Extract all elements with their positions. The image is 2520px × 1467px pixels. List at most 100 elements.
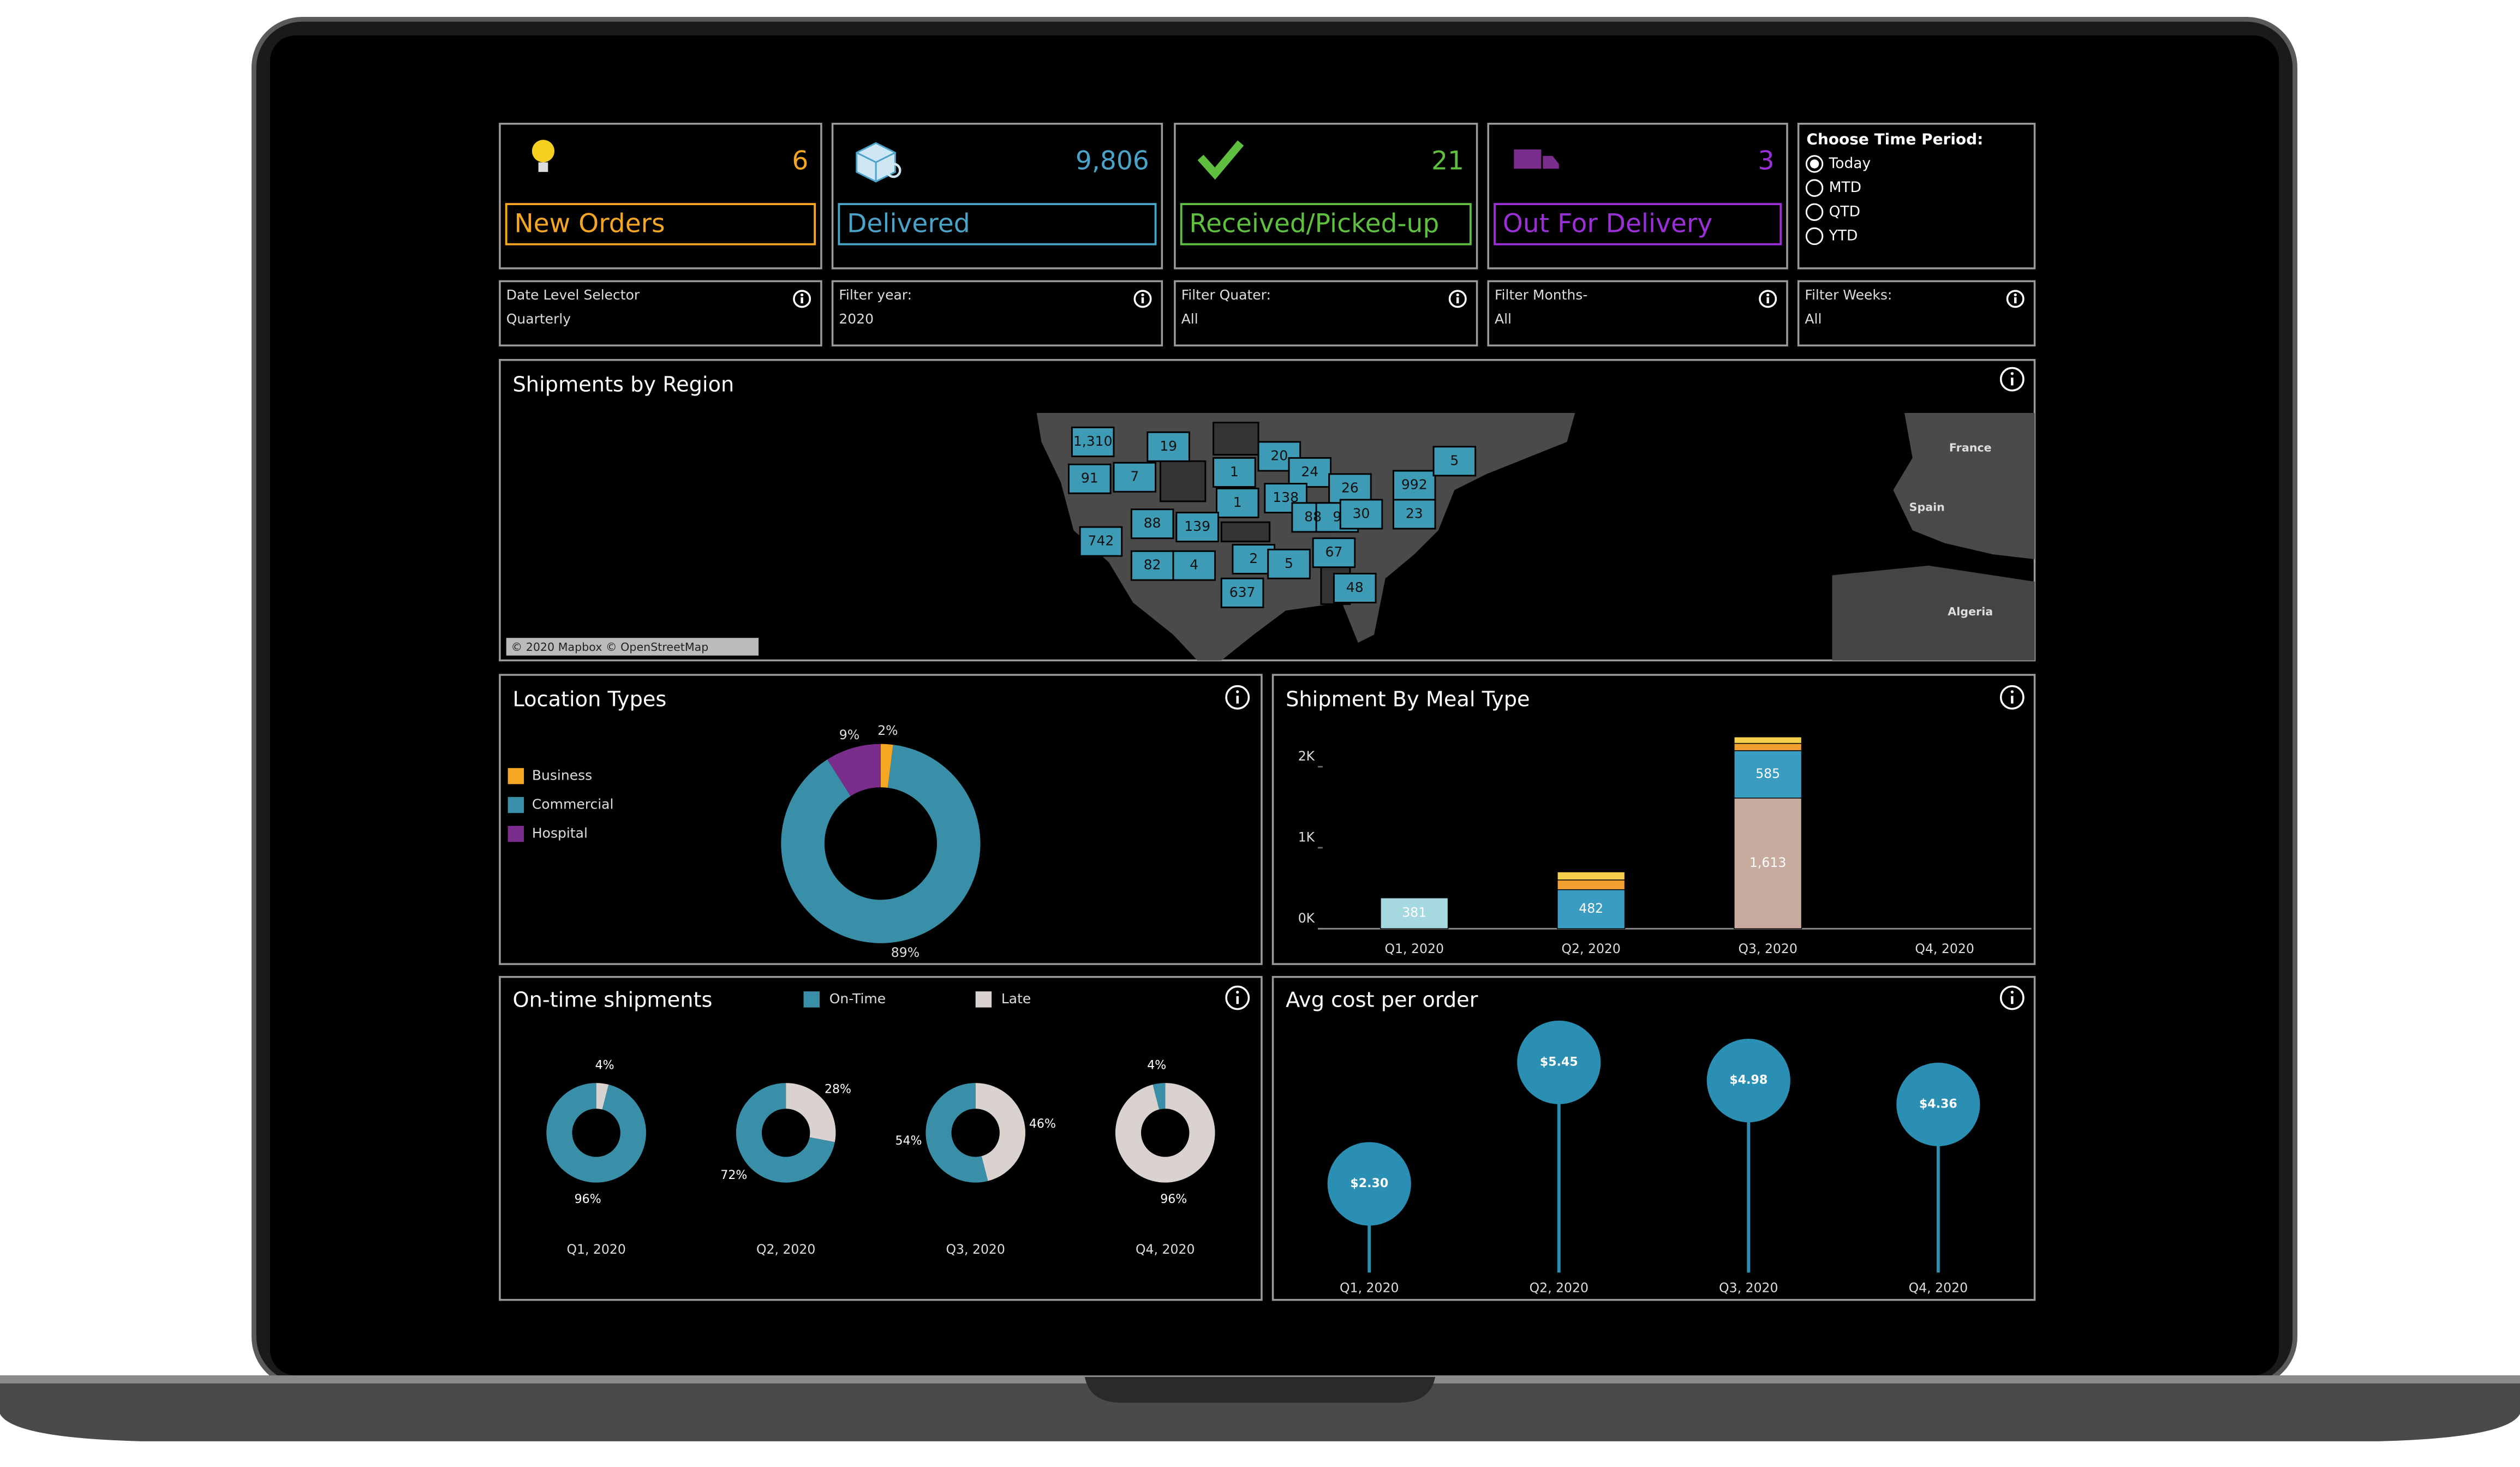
info-icon-dot xyxy=(2014,293,2017,297)
state-region xyxy=(1328,473,1372,504)
map-label: 19 xyxy=(1160,438,1177,454)
kpi-label: Received/Picked-up xyxy=(1189,208,1439,238)
y-tick-label: 1K xyxy=(1298,830,1315,845)
x-tick-label: Q2, 2020 xyxy=(1561,941,1620,956)
kpi-card xyxy=(1487,123,1788,270)
kpi-label-box xyxy=(505,203,816,246)
panel-title: On-time shipments xyxy=(513,987,713,1012)
legend-label: Hospital xyxy=(532,825,588,841)
map-label: 1,310 xyxy=(1073,433,1113,449)
state-region xyxy=(1267,548,1311,579)
donut-slice xyxy=(1115,1083,1215,1183)
legend-label: On-Time xyxy=(829,991,886,1007)
filter-value: Quarterly xyxy=(506,311,571,327)
info-icon-dot xyxy=(2010,372,2014,375)
filter-label: Filter Months- xyxy=(1495,287,1587,303)
state-region xyxy=(1068,463,1112,494)
lollipop-head xyxy=(1896,1062,1980,1146)
legend-label: Commercial xyxy=(532,797,614,812)
donut-slice xyxy=(781,745,981,943)
state-region xyxy=(1175,512,1219,543)
info-icon[interactable] xyxy=(1448,290,1467,308)
donut-slice xyxy=(880,744,893,788)
bar-segment xyxy=(1734,798,1802,930)
info-icon[interactable] xyxy=(1225,685,1250,710)
filter-value: 2020 xyxy=(839,311,874,327)
radio-selected xyxy=(1810,159,1819,169)
x-tick-label: Q4, 2020 xyxy=(1915,941,1974,956)
filter-label: Date Level Selector xyxy=(506,287,640,303)
info-icon-dot xyxy=(2010,690,2014,693)
panel-title: Shipments by Region xyxy=(513,372,734,397)
value-label: $4.36 xyxy=(1919,1097,1957,1111)
x-tick-label: Q1, 2020 xyxy=(566,1242,625,1257)
state-region xyxy=(1220,577,1264,608)
state-region xyxy=(1079,526,1123,557)
bar-label: 381 xyxy=(1402,905,1426,920)
state-no-data xyxy=(1213,422,1259,456)
kpi-label: New Orders xyxy=(514,208,665,238)
notch xyxy=(1084,1377,1436,1403)
map-label: 138 xyxy=(1273,489,1299,505)
info-icon[interactable] xyxy=(1999,985,2025,1010)
map-label: 637 xyxy=(1229,584,1256,600)
truck-icon xyxy=(1514,149,1542,169)
slice-label: 89% xyxy=(891,945,919,960)
map-label: 48 xyxy=(1346,579,1364,595)
radio-button[interactable] xyxy=(1805,179,1824,197)
legend-swatch xyxy=(507,768,524,785)
state-region xyxy=(1213,457,1256,488)
state-region xyxy=(1339,499,1383,530)
bar-segment xyxy=(1557,889,1626,930)
donut-slice xyxy=(975,1083,1026,1181)
bar-segment xyxy=(1557,871,1626,881)
map-place: Algeria xyxy=(1948,605,1993,618)
x-tick-label: Q2, 2020 xyxy=(1530,1280,1589,1296)
filter-box[interactable] xyxy=(1174,280,1478,347)
land-africa xyxy=(1832,565,2035,661)
bar-segment xyxy=(1734,743,1802,751)
filter-box[interactable] xyxy=(499,280,822,347)
info-icon[interactable] xyxy=(2006,290,2025,308)
info-icon[interactable] xyxy=(793,290,811,308)
radio-button[interactable] xyxy=(1805,227,1824,246)
map-label: 24 xyxy=(1301,464,1318,480)
map-place: France xyxy=(1949,441,1992,454)
slice-label: 4% xyxy=(595,1059,614,1073)
map-label: 88 xyxy=(1144,515,1161,531)
filter-box[interactable] xyxy=(1797,280,2036,347)
filter-value: All xyxy=(1805,311,1822,327)
x-tick-label: Q3, 2020 xyxy=(1738,941,1797,956)
map-label: 23 xyxy=(1406,505,1423,521)
info-icon-dot xyxy=(1236,991,1239,994)
info-icon[interactable] xyxy=(1999,685,2025,710)
info-icon[interactable] xyxy=(1225,985,1250,1010)
radio-label: QTD xyxy=(1829,203,1860,220)
map-label: 30 xyxy=(1353,505,1370,521)
state-region xyxy=(1216,487,1259,518)
bar-label: 1,613 xyxy=(1749,855,1786,870)
time-period-title: Choose Time Period: xyxy=(1806,130,1983,148)
x-tick-label: Q2, 2020 xyxy=(756,1242,815,1257)
radio-button[interactable] xyxy=(1805,203,1824,221)
land-europe xyxy=(1893,412,2035,559)
x-tick-label: Q1, 2020 xyxy=(1340,1280,1399,1296)
info-icon[interactable] xyxy=(1999,367,2025,392)
radio-label: MTD xyxy=(1829,179,1861,196)
box-icon-edge xyxy=(856,152,896,182)
panel-title: Shipment By Meal Type xyxy=(1286,687,1530,712)
info-icon[interactable] xyxy=(1759,290,1777,308)
filter-box[interactable] xyxy=(831,280,1163,347)
filter-box[interactable] xyxy=(1487,280,1788,347)
lollipop-head xyxy=(1517,1020,1601,1104)
state-region xyxy=(1333,572,1377,603)
slice-label: 72% xyxy=(720,1169,747,1182)
map-label: 2 xyxy=(1249,550,1258,566)
kpi-value: 3 xyxy=(1758,146,1774,176)
kpi-value: 6 xyxy=(792,146,808,176)
info-icon-dot xyxy=(1456,293,1459,297)
bulb-icon xyxy=(532,140,555,163)
donut-slice xyxy=(546,1083,646,1183)
value-label: $2.30 xyxy=(1350,1177,1388,1190)
info-icon[interactable] xyxy=(1133,290,1152,308)
